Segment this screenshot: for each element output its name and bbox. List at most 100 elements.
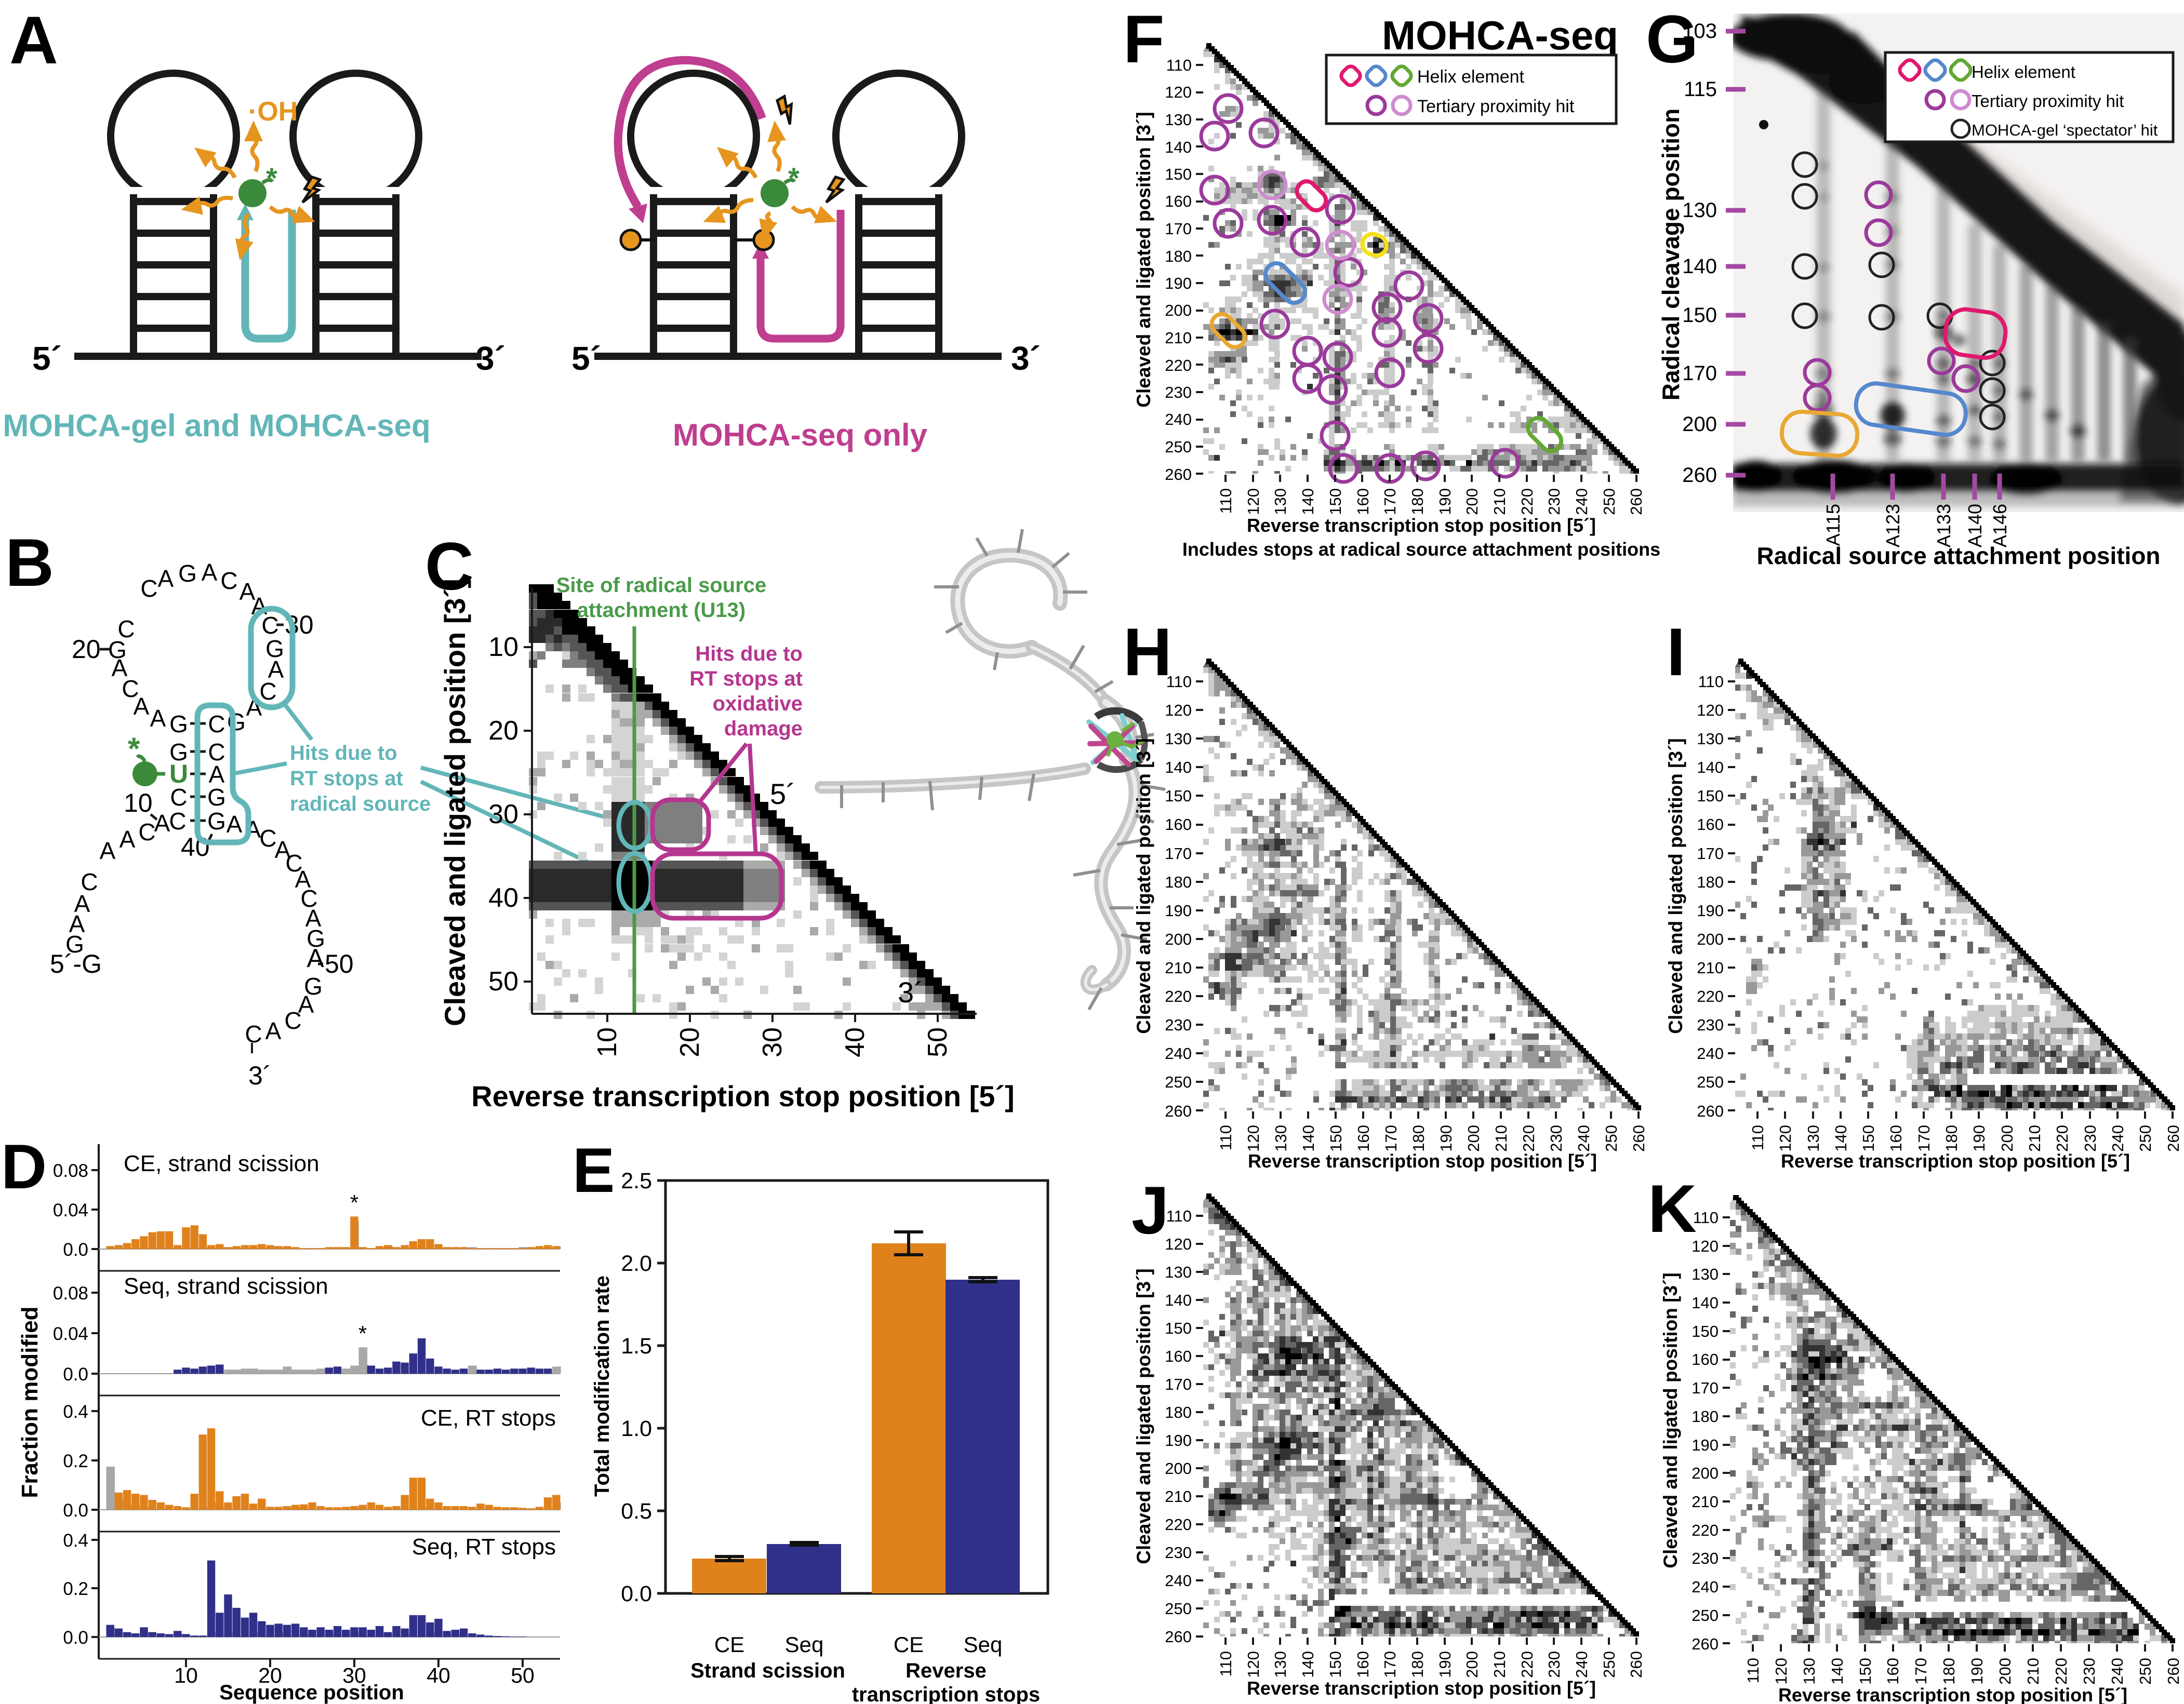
svg-text:120: 120 — [1165, 83, 1192, 101]
svg-text:160: 160 — [1887, 1125, 1905, 1152]
svg-text:130: 130 — [1271, 488, 1289, 515]
svg-text:140: 140 — [1692, 1294, 1719, 1312]
svg-text:0.0: 0.0 — [621, 1581, 652, 1606]
svg-text:A: A — [307, 944, 324, 973]
svg-text:170: 170 — [1382, 1125, 1400, 1152]
svg-text:0.0: 0.0 — [63, 1628, 88, 1648]
svg-text:Helix element: Helix element — [1417, 67, 1525, 87]
svg-text:240: 240 — [2109, 1125, 2127, 1152]
svg-text:C: C — [169, 808, 186, 835]
svg-text:140: 140 — [1682, 255, 1717, 278]
svg-text:240: 240 — [1573, 1651, 1591, 1678]
svg-text:160: 160 — [1697, 815, 1724, 834]
svg-text:damage: damage — [724, 717, 803, 740]
svg-text:A123: A123 — [1882, 504, 1903, 547]
svg-text:180: 180 — [1942, 1125, 1961, 1152]
svg-text:260: 260 — [2164, 1125, 2182, 1152]
svg-text:170: 170 — [1915, 1125, 1933, 1152]
svg-text:A: A — [295, 866, 311, 893]
svg-text:A115: A115 — [1822, 504, 1844, 546]
svg-text:5´: 5´ — [571, 340, 601, 377]
svg-text:130: 130 — [1800, 1658, 1818, 1685]
svg-text:180: 180 — [1409, 1125, 1428, 1152]
svg-text:150: 150 — [1859, 1125, 1877, 1152]
svg-text:120: 120 — [1244, 488, 1262, 515]
svg-text:230: 230 — [1692, 1549, 1719, 1567]
svg-text:200: 200 — [1682, 413, 1717, 436]
svg-text:G: G — [1646, 1, 1698, 77]
svg-text:Seq, RT stops: Seq, RT stops — [412, 1534, 556, 1560]
svg-text:230: 230 — [1545, 1651, 1563, 1678]
svg-text:A: A — [9, 2, 58, 78]
svg-text:190: 190 — [1436, 488, 1454, 515]
svg-text:240: 240 — [1165, 410, 1192, 428]
svg-text:250: 250 — [1602, 1125, 1620, 1152]
svg-text:200: 200 — [1165, 1459, 1192, 1478]
svg-text:C: C — [261, 612, 278, 639]
svg-text:190: 190 — [1165, 902, 1192, 920]
svg-text:110: 110 — [1166, 673, 1192, 691]
svg-text:110: 110 — [1744, 1658, 1762, 1683]
svg-text:180: 180 — [1408, 488, 1427, 515]
svg-text:130: 130 — [1804, 1125, 1822, 1152]
svg-text:250: 250 — [2136, 1658, 2154, 1685]
svg-text:3´: 3´ — [476, 340, 505, 377]
svg-text:115: 115 — [1684, 78, 1717, 101]
svg-text:140: 140 — [1165, 138, 1192, 156]
svg-text:Reverse transcription stop pos: Reverse transcription stop position [5´] — [471, 1080, 1015, 1112]
svg-text:230: 230 — [1165, 1016, 1192, 1034]
svg-text:240: 240 — [1575, 1125, 1593, 1152]
svg-text:10: 10 — [488, 632, 518, 662]
svg-text:220: 220 — [1518, 488, 1536, 515]
svg-text:150: 150 — [1856, 1658, 1874, 1685]
svg-text:C: C — [259, 825, 276, 852]
svg-text:170: 170 — [1697, 844, 1724, 863]
svg-text:230: 230 — [1545, 488, 1563, 515]
svg-text:180: 180 — [1408, 1651, 1427, 1678]
svg-text:A146: A146 — [1989, 504, 2010, 547]
svg-text:C: C — [285, 850, 302, 877]
svg-text:0.08: 0.08 — [53, 1283, 88, 1304]
svg-text:180: 180 — [1165, 873, 1192, 891]
svg-text:40: 40 — [427, 1663, 450, 1687]
svg-text:130: 130 — [1165, 111, 1192, 129]
svg-text:230: 230 — [1165, 1544, 1192, 1562]
svg-text:A: A — [69, 910, 85, 937]
svg-text:130: 130 — [1165, 1263, 1192, 1281]
svg-text:10: 10 — [592, 1027, 622, 1057]
svg-text:MOHCA-seq only: MOHCA-seq only — [673, 418, 928, 452]
svg-text:210: 210 — [1165, 329, 1192, 347]
svg-text:230: 230 — [1697, 1016, 1724, 1034]
svg-text:210: 210 — [2024, 1658, 2042, 1685]
svg-text:G: G — [265, 635, 284, 662]
svg-text:170: 170 — [1381, 488, 1399, 515]
svg-text:5´: 5´ — [32, 340, 62, 377]
svg-text:260: 260 — [1165, 1102, 1192, 1120]
svg-text:150: 150 — [1682, 304, 1717, 327]
svg-text:G: G — [304, 973, 323, 1000]
svg-text:150: 150 — [1692, 1322, 1719, 1340]
svg-text:radical source: radical source — [290, 793, 431, 815]
svg-text:C: C — [138, 819, 155, 846]
svg-text:40: 40 — [840, 1027, 870, 1057]
svg-text:250: 250 — [1165, 1073, 1192, 1091]
svg-text:200: 200 — [1165, 930, 1192, 948]
svg-text:Helix element: Helix element — [1972, 62, 2075, 82]
svg-text:110: 110 — [1166, 56, 1192, 74]
svg-text:170: 170 — [1381, 1651, 1399, 1678]
svg-text:0.5: 0.5 — [621, 1499, 652, 1524]
svg-text:190: 190 — [1968, 1658, 1986, 1685]
svg-text:A: A — [150, 705, 166, 732]
svg-text:210: 210 — [1697, 959, 1724, 977]
svg-text:250: 250 — [1600, 488, 1618, 515]
svg-text:170: 170 — [1912, 1658, 1930, 1685]
svg-text:A: A — [134, 693, 150, 720]
svg-text:190: 190 — [1437, 1125, 1455, 1152]
svg-text:C: C — [208, 739, 225, 766]
svg-text:A: A — [227, 811, 243, 838]
svg-text:transcription stops: transcription stops — [852, 1683, 1040, 1704]
svg-text:Reverse: Reverse — [905, 1659, 987, 1682]
svg-text:240: 240 — [2108, 1658, 2126, 1685]
svg-text:220: 220 — [2052, 1658, 2070, 1685]
svg-text:260: 260 — [1692, 1635, 1719, 1653]
